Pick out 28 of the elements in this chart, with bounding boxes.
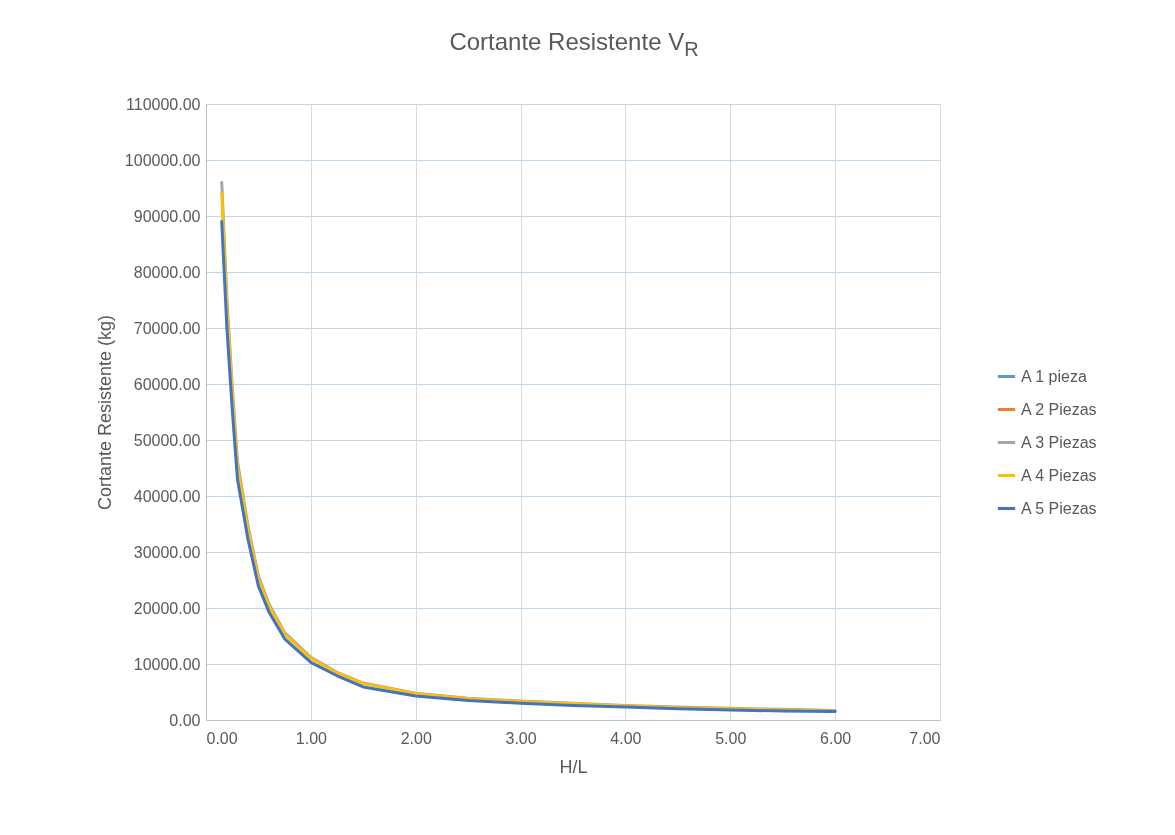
- x-tick-label: 4.00: [610, 729, 642, 747]
- y-tick-label: 20000.00: [133, 599, 201, 617]
- y-tick-label: 60000.00: [133, 375, 201, 393]
- y-tick-label: 0.00: [169, 711, 201, 729]
- y-tick-label: 10000.00: [133, 655, 201, 673]
- y-tick-label: 80000.00: [133, 263, 201, 281]
- y-axis-title: Cortante Resistente (kg): [94, 314, 115, 511]
- y-tick-label: 70000.00: [133, 319, 201, 337]
- x-axis-title: H/L: [559, 756, 588, 777]
- legend-label: A 4 Piezas: [1021, 466, 1097, 484]
- chart-title: Cortante Resistente V$_{R}$: [448, 28, 700, 61]
- legend-label: A 3 Piezas: [1021, 433, 1097, 451]
- y-tick-label: 110000.00: [126, 95, 201, 113]
- x-tick-label: 0.00: [206, 729, 238, 747]
- x-tick-label: 5.00: [715, 729, 747, 747]
- y-tick-label: 50000.00: [133, 431, 201, 449]
- x-tick-label: 6.00: [820, 729, 852, 747]
- y-tick-label: 90000.00: [133, 207, 201, 225]
- y-tick-label: 40000.00: [133, 487, 201, 505]
- x-tick-label: 2.00: [400, 729, 432, 747]
- legend-label: A 1 pieza: [1021, 367, 1087, 385]
- x-tick-label: 1.00: [295, 729, 328, 747]
- y-tick-label: 30000.00: [133, 543, 201, 561]
- x-tick-label: 7.00: [909, 729, 941, 747]
- y-tick-label: 100000.00: [124, 151, 201, 169]
- legend-label: A 5 Piezas: [1021, 499, 1097, 517]
- legend-label: A 2 Piezas: [1021, 400, 1097, 418]
- x-tick-label: 3.00: [505, 729, 537, 747]
